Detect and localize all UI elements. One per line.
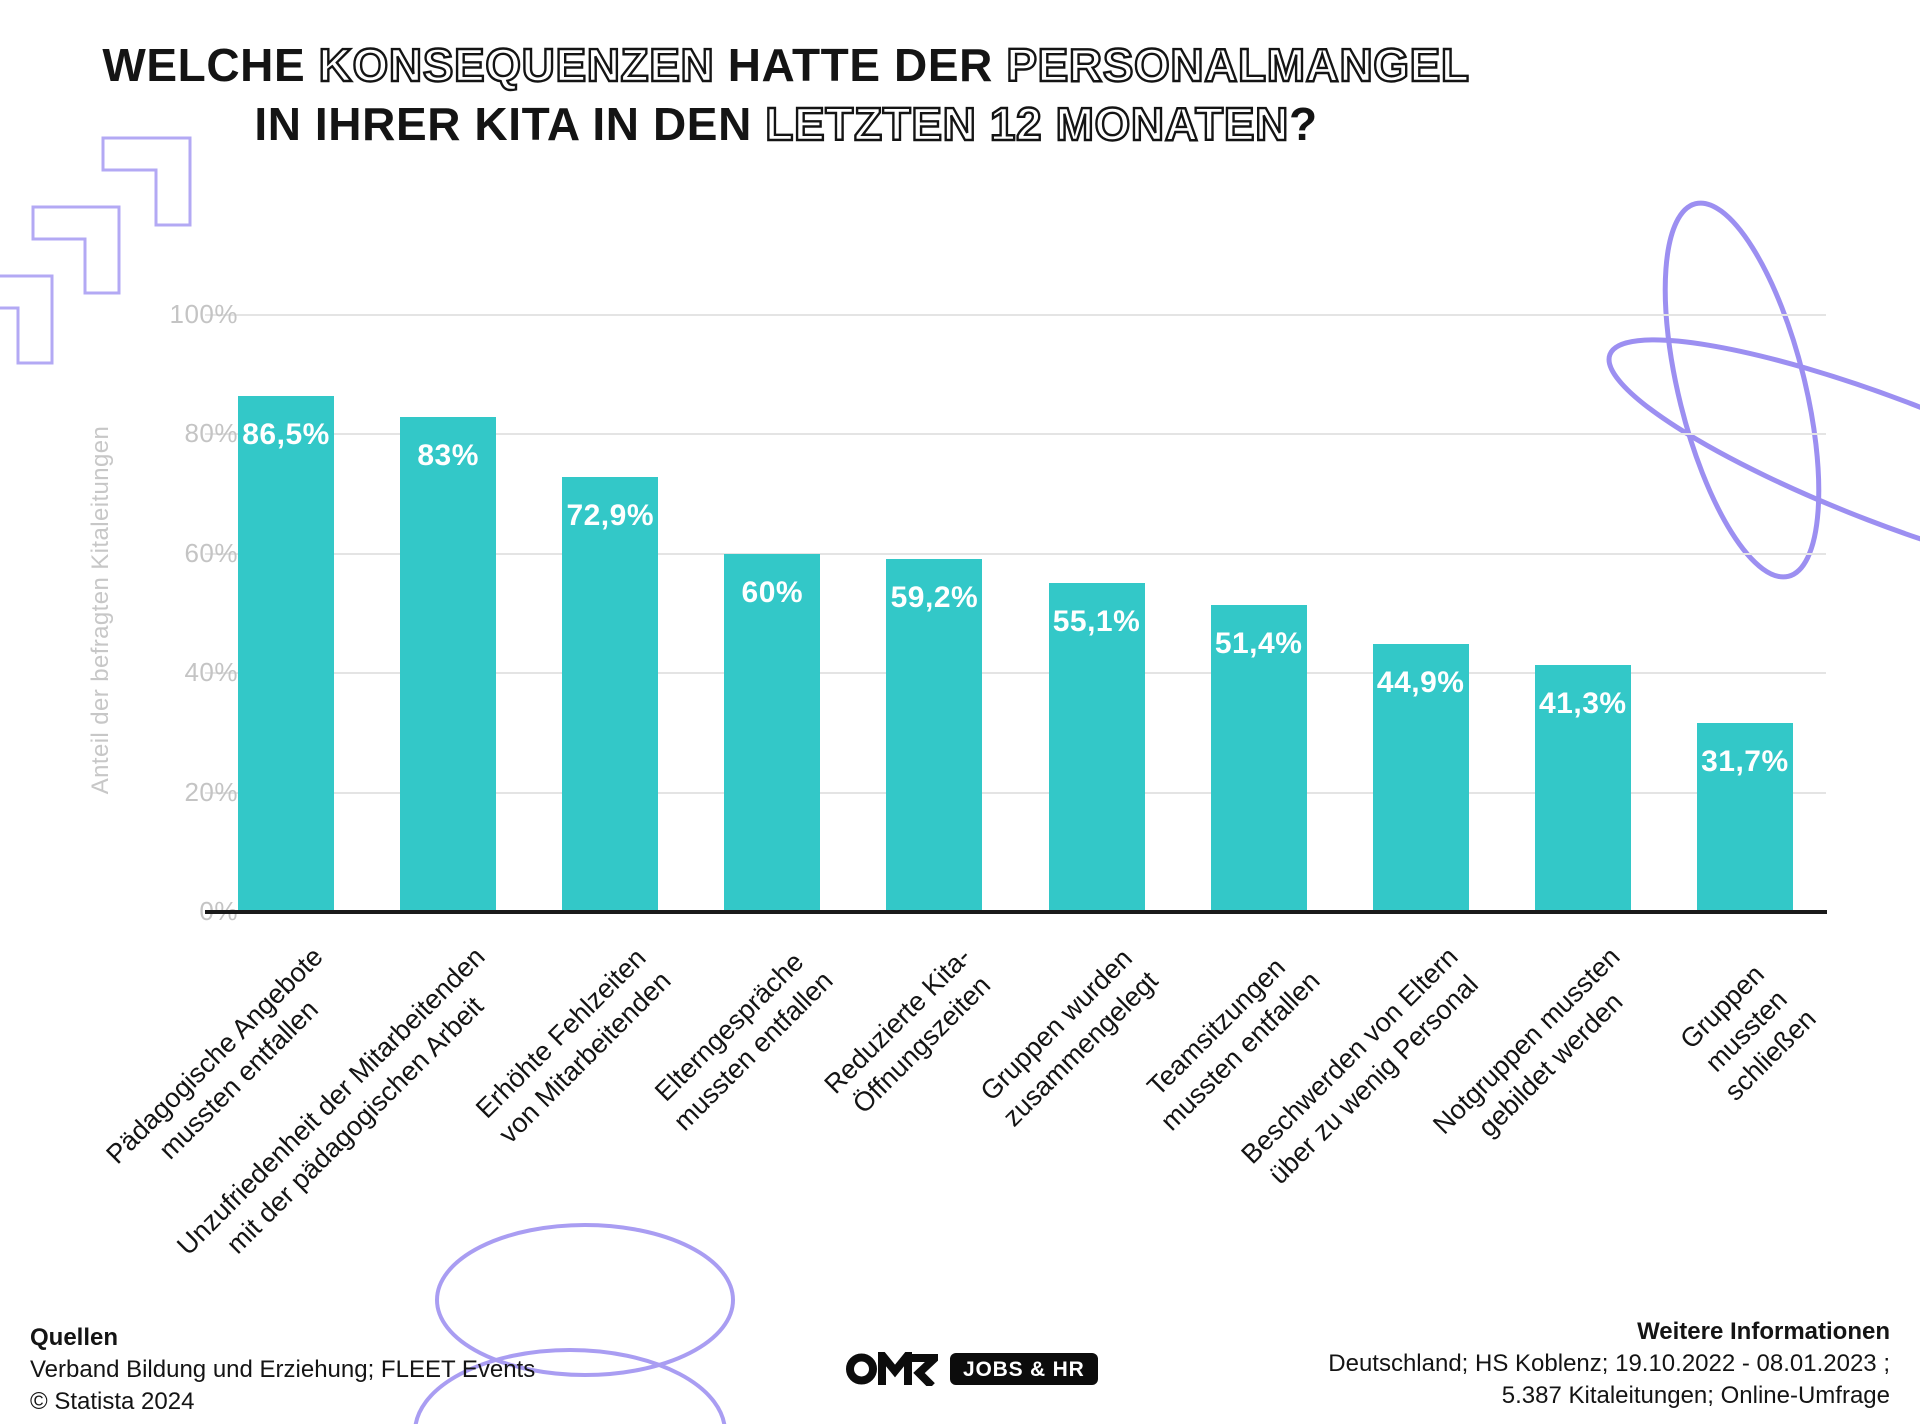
y-tick-label: 20% [184,776,238,807]
title-segment-solid: HATTE DER [714,39,1007,91]
omr-brand-icon [846,1352,938,1386]
jobs-hr-badge: JOBS & HR [950,1353,1098,1385]
y-tick-label: 80% [184,418,238,449]
y-tick-label: 40% [184,657,238,688]
gridline [205,791,1826,794]
logo-letter-m [878,1352,912,1385]
bracket-shape [0,274,54,365]
y-tick-label: 60% [184,537,238,568]
category-label-5: Reduzierte Kita- Öffnungszeiten [818,941,997,1120]
bar-value-label: 31,7% [1701,744,1789,778]
info-heading: Weitere Informationen [1637,1318,1890,1345]
info-line: Deutschland; HS Koblenz; 19.10.2022 - 08… [1328,1350,1890,1377]
logo-letter-o [846,1353,877,1385]
sources-block: Quellen Verband Bildung und Erziehung; F… [30,1322,535,1418]
info-line: 5.387 Kitaleitungen; Online-Umfrage [1501,1382,1890,1409]
bracket-shape [31,205,121,295]
sources-line: Verband Bildung und Erziehung; FLEET Eve… [30,1356,536,1383]
title-segment-solid: ? [1288,98,1318,150]
category-label-4: Elterngespräche mussten entfallen [649,946,840,1137]
bar-5: 59,2% [886,558,983,912]
bar-9: 41,3% [1534,665,1631,912]
title-segment-solid: IN IHRER KITA IN DEN [254,98,766,150]
bar-7: 51,4% [1210,605,1307,912]
y-tick-label: 100% [169,299,238,329]
y-axis-title: Anteil der befragten Kitaleitungen [87,425,114,795]
chart-title-line-1: WELCHE KONSEQUENZEN HATTE DER PERSONALMA… [0,36,1572,95]
bar-4: 60% [724,553,821,912]
bar-series: 86,5% 83% 72,9% 60% 59,2% 55,1% 51,4% 44,9% 41,3… [205,315,1826,912]
gridline [205,552,1826,555]
gridline [205,314,1826,316]
gridline [205,433,1826,436]
bar-8: 44,9% [1372,643,1469,912]
copyright-line: © Statista 2024 [30,1388,195,1415]
category-label-6: Gruppen wurden zusammengelegt [974,943,1164,1133]
title-segment-outline: LETZTEN 12 MONATEN [764,97,1289,151]
sources-heading: Quellen [30,1324,119,1351]
title-segment-solid: WELCHE [102,39,319,91]
omr-logo: JOBS & HR [846,1352,1098,1386]
category-label-10: Gruppen mussten schließen [1674,959,1822,1107]
bar-6: 55,1% [1048,583,1145,912]
bar-2: 83% [400,416,497,912]
chart-title: WELCHE KONSEQUENZEN HATTE DER PERSONALMA… [0,36,1572,154]
bar-value-label: 44,9% [1376,665,1465,699]
bar-value-label: 60% [741,575,804,609]
title-segment-outline: PERSONALMANGEL [1005,38,1470,92]
info-block: Weitere Informationen Deutschland; HS Ko… [1328,1316,1890,1412]
bar-value-label: 55,1% [1052,605,1141,639]
bar-3: 72,9% [562,476,659,912]
bar-1: 86,5% [238,395,335,912]
bar-value-label: 41,3% [1539,687,1627,721]
x-axis-line [205,910,1827,914]
bar-10: 31,7% [1696,722,1793,912]
title-segment-outline: KONSEQUENZEN [317,38,715,92]
chart-title-line-2: IN IHRER KITA IN DEN LETZTEN 12 MONATEN? [0,95,1572,154]
gridline [205,672,1826,675]
logo-letter-r [912,1354,938,1386]
bar-value-label: 72,9% [566,498,655,532]
bar-value-label: 83% [417,438,479,472]
bar-value-label: 86,5% [242,417,330,451]
bar-value-label: 51,4% [1214,627,1303,661]
bar-value-label: 59,2% [890,580,979,614]
